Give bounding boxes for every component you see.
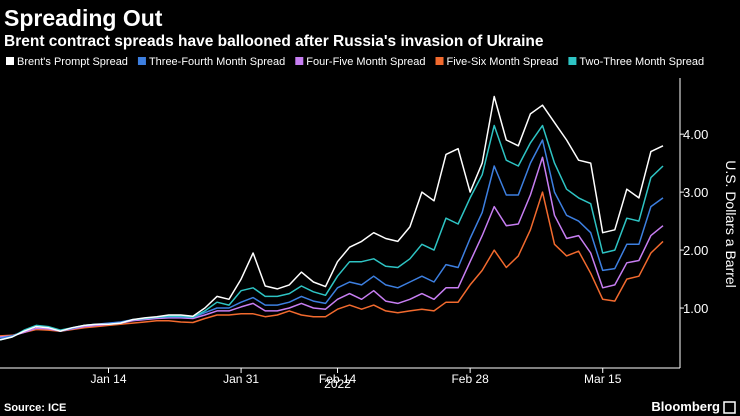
legend-label: Three-Fourth Month Spread: [149, 56, 285, 68]
brand-icon: [723, 401, 736, 414]
legend-label: Two-Three Month Spread: [579, 56, 704, 68]
y-tick-label: 4.00: [683, 127, 708, 142]
legend-item: Four-Five Month Spread: [295, 56, 426, 68]
source: Source: ICE: [4, 402, 66, 414]
legend-swatch: [137, 57, 146, 65]
legend-label: Brent's Prompt Spread: [17, 56, 128, 68]
series-line: [0, 191, 664, 337]
chart-title: Spreading Out: [4, 5, 163, 31]
legend-item: Two-Three Month Spread: [568, 56, 704, 68]
brand: Bloomberg: [651, 399, 720, 414]
x-tick-label: Feb 28: [451, 372, 489, 386]
legend-swatch: [568, 57, 577, 65]
legend-item: Three-Fourth Month Spread: [137, 56, 285, 68]
y-tick-label: 3.00: [683, 185, 708, 200]
x-tick-label: Feb 14: [319, 372, 357, 386]
legend-label: Four-Five Month Spread: [306, 56, 425, 68]
legend-swatch: [295, 57, 304, 65]
x-sublabel: 2022: [324, 377, 351, 391]
series-line: [0, 95, 664, 341]
legend-swatch: [435, 57, 444, 65]
legend-label: Five-Six Month Spread: [447, 56, 559, 68]
y-tick-label: 1.00: [683, 301, 708, 316]
x-tick-label: Jan 14: [90, 372, 126, 386]
legend-swatch: [6, 57, 14, 65]
chart-subtitle: Brent contract spreads have ballooned af…: [4, 33, 544, 50]
y-axis-label: U.S. Dollars a Barrel: [723, 160, 739, 288]
legend-item: Five-Six Month Spread: [435, 56, 559, 68]
series-line: [0, 139, 664, 339]
x-tick-label: Mar 15: [584, 372, 622, 386]
x-tick-label: Jan 31: [223, 372, 259, 386]
y-tick-label: 2.00: [683, 243, 708, 258]
legend-item: Brent's Prompt Spread: [6, 56, 128, 68]
